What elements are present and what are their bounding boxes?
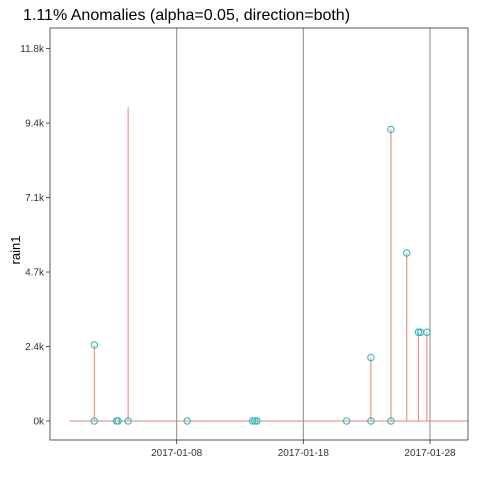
- x-axis: 2017-01-08 2017-01-18 2017-01-28: [151, 440, 456, 459]
- y-tick-label: 9.4k: [25, 119, 45, 130]
- y-axis: 0k 2.4k 4.7k 7.1k 9.4k 11.8k: [20, 44, 50, 427]
- anomaly-point: [423, 328, 431, 336]
- x-tick-label: 2017-01-18: [278, 448, 330, 459]
- anomaly-point: [90, 417, 99, 425]
- anomaly-point: [251, 417, 259, 425]
- y-tick-label: 4.7k: [25, 268, 45, 279]
- series-layer: [69, 107, 468, 422]
- anomaly-point: [253, 417, 261, 425]
- y-axis-title: rain1: [8, 236, 23, 265]
- anomaly-point: [403, 249, 411, 257]
- series-line: [69, 107, 468, 422]
- anomaly-point: [248, 417, 257, 425]
- anomaly-point: [183, 417, 191, 425]
- anomaly-point: [367, 417, 375, 425]
- y-tick-label: 7.1k: [25, 193, 45, 204]
- anomaly-point: [367, 353, 375, 362]
- anomaly-point: [90, 341, 99, 349]
- y-tick-label: 0k: [33, 416, 45, 427]
- anomaly-point: [342, 417, 351, 425]
- panel-border: [49, 27, 469, 441]
- y-tick-label: 11.8k: [20, 44, 45, 55]
- anomaly-point: [414, 328, 423, 336]
- x-tick-label: 2017-01-28: [404, 448, 456, 459]
- anomaly-point: [114, 417, 122, 425]
- anomaly-point: [387, 417, 395, 425]
- anomaly-point: [387, 125, 395, 134]
- x-tick-label: 2017-01-08: [151, 448, 203, 459]
- chart-title: 1.11% Anomalies (alpha=0.05, direction=b…: [23, 7, 350, 24]
- y-tick-label: 2.4k: [25, 342, 45, 353]
- anomaly-points-layer: [90, 125, 431, 425]
- anomaly-point: [124, 417, 132, 425]
- x-grid: [176, 28, 431, 440]
